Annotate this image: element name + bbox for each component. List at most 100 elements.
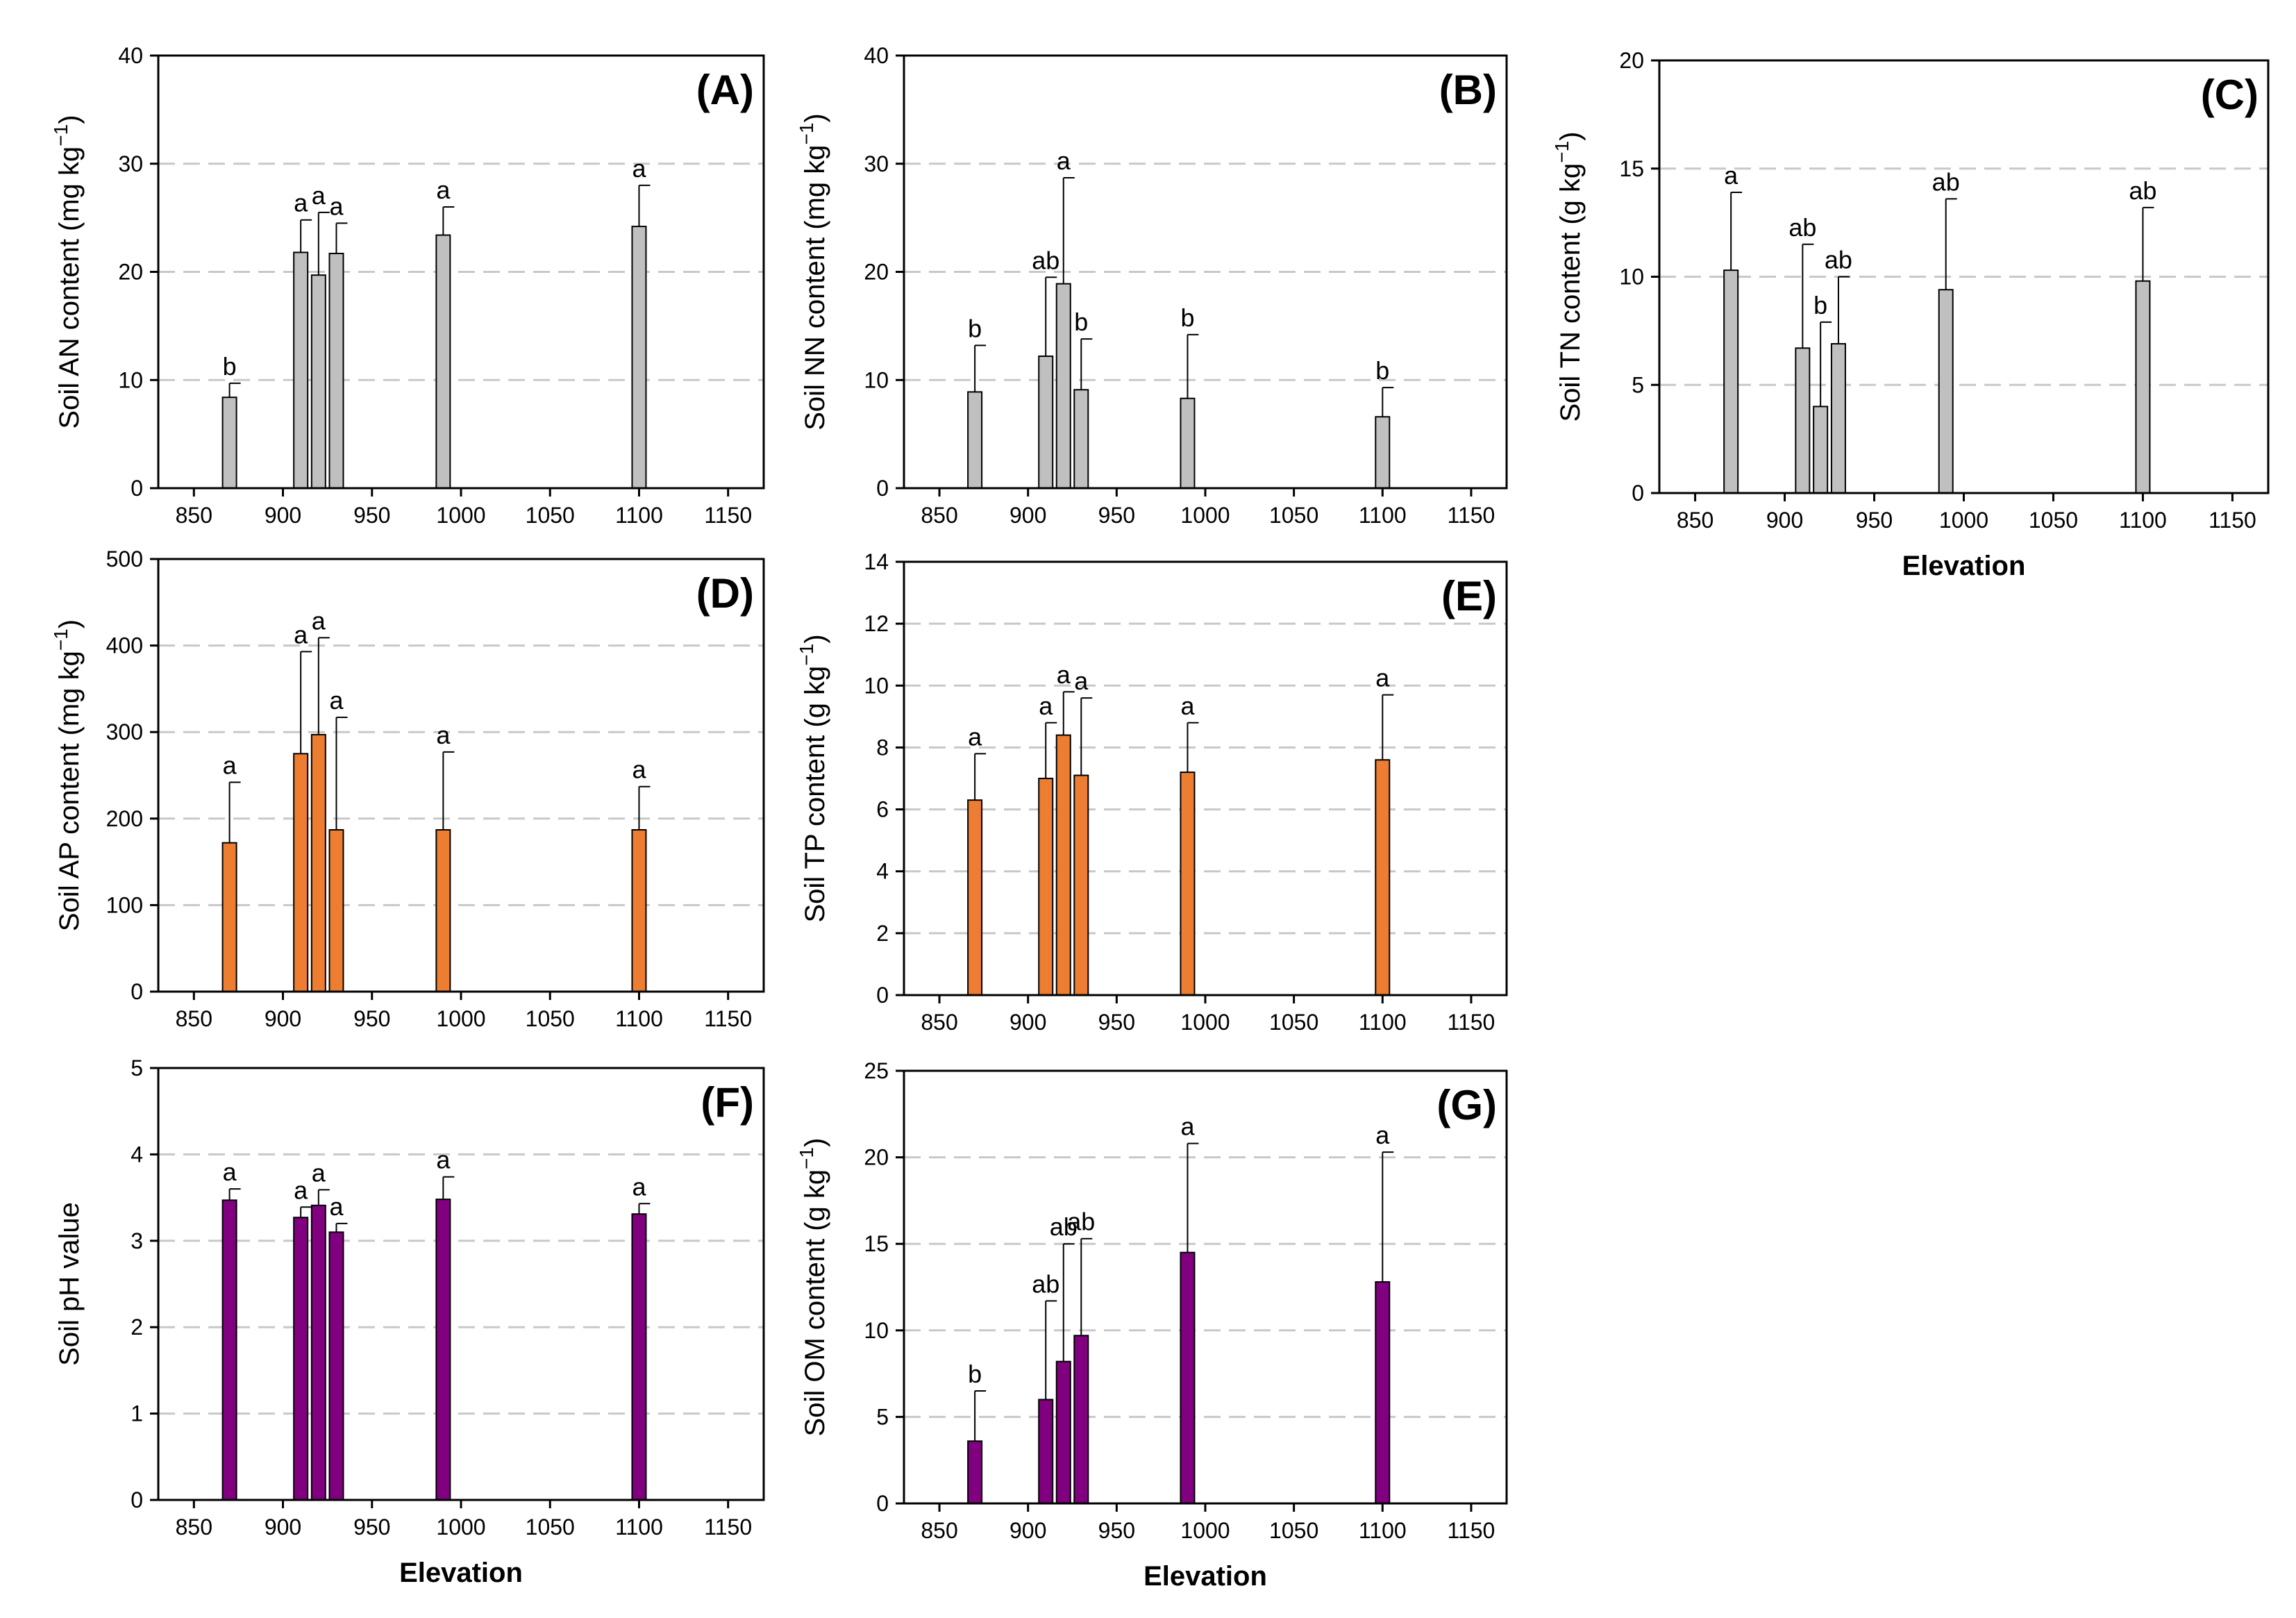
bar: [967, 799, 983, 996]
x-tick-label: 1000: [436, 503, 485, 528]
bar: [1830, 343, 1846, 494]
significance-letter: a: [1180, 692, 1195, 720]
panel-label: (F): [701, 1079, 754, 1126]
x-tick-label: 850: [176, 1515, 212, 1540]
panel-label: (A): [696, 67, 754, 113]
y-tick-label: 8: [876, 735, 889, 760]
x-tick-label: 1100: [615, 1515, 663, 1540]
significance-letter: a: [1074, 667, 1089, 695]
bar: [631, 1213, 647, 1501]
bar: [1073, 389, 1089, 490]
bar: [967, 1440, 983, 1505]
bar: [310, 274, 326, 489]
x-tick-label: 950: [353, 503, 390, 528]
x-tick-label: 1100: [1359, 1518, 1407, 1543]
y-tick-label: 10: [864, 367, 889, 392]
bar: [328, 828, 344, 993]
significance-letter: a: [312, 1158, 326, 1187]
y-tick-label: 0: [131, 979, 143, 1004]
panel-label: (E): [1441, 573, 1497, 619]
bar: [310, 733, 326, 992]
bar: [1180, 772, 1196, 996]
x-tick-label: 1100: [1359, 1010, 1407, 1035]
bar: [1938, 289, 1954, 494]
y-tick-label: 40: [118, 43, 143, 68]
x-tick-label: 1150: [704, 503, 752, 528]
significance-letter: ab: [1032, 1269, 1059, 1298]
significance-letter: a: [223, 1158, 237, 1186]
y-tick-label: 0: [876, 983, 889, 1008]
x-tick-label: 1050: [2029, 508, 2078, 533]
bar: [293, 251, 309, 489]
significance-letter: a: [223, 751, 237, 779]
panel-label: (G): [1436, 1082, 1497, 1128]
bar: [435, 828, 451, 993]
bar: [1038, 778, 1054, 996]
x-tick-label: 1000: [1180, 1010, 1230, 1035]
x-tick-label: 850: [921, 1010, 957, 1035]
bar: [1073, 1335, 1089, 1504]
y-tick-label: 5: [131, 1056, 143, 1081]
significance-letter: a: [1375, 664, 1390, 692]
bar: [221, 842, 237, 992]
x-tick-label: 1150: [1448, 1010, 1495, 1035]
significance-letter: b: [968, 1360, 982, 1388]
significance-letter: a: [294, 189, 308, 217]
x-axis-title: Elevation: [399, 1558, 523, 1588]
x-tick-label: 1100: [615, 503, 663, 528]
significance-letter: a: [329, 686, 344, 715]
bar: [435, 1199, 451, 1501]
x-tick-label: 1050: [526, 1515, 575, 1540]
y-axis-title: Soil pH value: [54, 1202, 85, 1366]
y-tick-label: 25: [864, 1058, 889, 1083]
x-tick-label: 850: [1677, 508, 1713, 533]
y-tick-label: 5: [1632, 372, 1644, 397]
bar: [221, 1199, 237, 1501]
bar: [1375, 759, 1391, 996]
significance-letter: a: [1039, 692, 1053, 720]
significance-letter: a: [1724, 161, 1738, 190]
x-tick-label: 1100: [1359, 503, 1407, 528]
y-tick-label: 0: [131, 476, 143, 501]
y-tick-label: 15: [864, 1231, 889, 1256]
bar: [1723, 269, 1739, 494]
significance-letter: ab: [1050, 1212, 1078, 1241]
significance-letter: a: [294, 620, 308, 649]
panel-label: (D): [696, 570, 754, 617]
significance-letter: b: [1180, 303, 1194, 332]
x-tick-label: 950: [1098, 503, 1135, 528]
x-tick-label: 1000: [436, 1515, 485, 1540]
significance-letter: a: [632, 1172, 646, 1201]
plot-frame: [903, 560, 1508, 996]
y-tick-label: 30: [864, 151, 889, 176]
significance-letter: ab: [1032, 246, 1059, 274]
significance-letter: ab: [1825, 246, 1852, 274]
significance-letter: ab: [2129, 176, 2156, 205]
y-tick-label: 12: [864, 611, 889, 636]
y-tick-label: 0: [876, 1491, 889, 1516]
bar: [1055, 734, 1071, 996]
y-tick-label: 0: [131, 1487, 143, 1512]
bar: [221, 397, 237, 489]
bar: [1180, 397, 1196, 489]
x-tick-label: 1000: [1180, 1518, 1230, 1543]
x-tick-label: 900: [1009, 1010, 1046, 1035]
x-tick-label: 950: [1856, 508, 1893, 533]
bar: [1375, 1281, 1391, 1505]
y-axis-title: Soil NN content (mg kg−1): [796, 113, 830, 431]
x-axis-title: Elevation: [1902, 551, 2026, 581]
x-tick-label: 1150: [2209, 508, 2256, 533]
significance-letter: a: [1057, 147, 1071, 175]
x-tick-label: 1000: [436, 1006, 485, 1031]
significance-letter: b: [1074, 308, 1088, 336]
significance-letter: a: [312, 606, 326, 635]
bar: [293, 1217, 309, 1501]
x-tick-label: 1150: [1448, 1518, 1495, 1543]
bar: [1073, 774, 1089, 996]
significance-letter: b: [1375, 356, 1389, 385]
